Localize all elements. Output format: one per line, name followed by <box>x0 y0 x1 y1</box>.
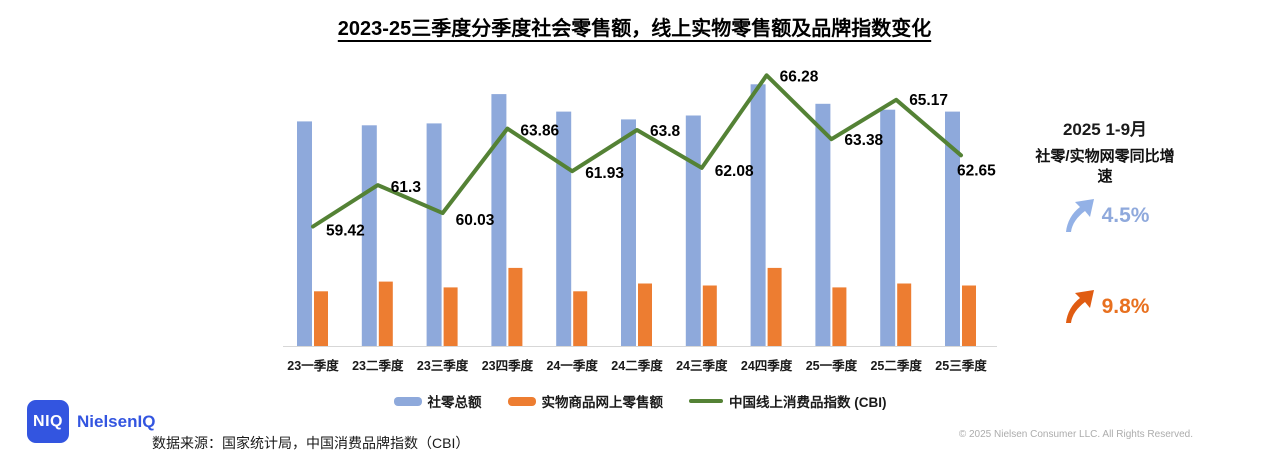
panel-period: 2025 1-9月 <box>1062 120 1148 139</box>
bar-series0-q9 <box>880 109 896 346</box>
legend-label: 中国线上消费品指数 (CBI) <box>729 395 887 410</box>
bar-series0-q6 <box>685 115 701 346</box>
up-arrow-icon <box>1061 288 1097 325</box>
bar-series0-q4 <box>556 111 572 346</box>
x-axis-label: 24四季度 <box>741 358 793 373</box>
niq-logo-badge: NIQ <box>27 400 69 443</box>
legend-bar-swatch <box>507 396 536 406</box>
bar-series1-q9 <box>897 283 912 346</box>
line-data-label: 62.65 <box>957 162 996 179</box>
legend-label: 实物商品网上零售额 <box>541 395 664 410</box>
line-data-label: 59.42 <box>326 223 365 240</box>
chart-legend: 社零总额 实物商品网上零售额 中国线上消费品指数 (CBI) <box>283 391 997 411</box>
copyright-note: © 2025 Nielsen Consumer LLC. All Rights … <box>958 429 1193 440</box>
bar-series1-q10 <box>962 285 976 346</box>
bar-series0-q5 <box>621 119 636 347</box>
legend-item-1: 实物商品网上零售额 <box>507 391 664 411</box>
retail-growth-metric: 4.5% <box>1015 197 1195 234</box>
x-axis-label: 24一季度 <box>546 358 598 373</box>
legend-bar-swatch <box>393 396 422 406</box>
up-arrow-icon <box>1061 197 1097 234</box>
legend-item-0: 社零总额 <box>393 391 482 411</box>
line-data-label: 60.03 <box>456 212 495 229</box>
x-axis-label: 25一季度 <box>806 358 858 373</box>
x-axis-label: 24二季度 <box>611 358 663 373</box>
bar-series1-q8 <box>832 287 847 346</box>
legend-line-swatch <box>689 399 723 403</box>
legend-label: 社零总额 <box>427 395 482 410</box>
nielseniq-wordmark: NielsenIQ <box>77 412 156 431</box>
bar-series0-q3 <box>491 94 507 346</box>
metric-value-retail: 4.5% <box>1101 203 1150 227</box>
bar-series1-q6 <box>702 285 717 346</box>
data-source-note: 数据来源：国家统计局，中国消费品牌指数（CBI） <box>152 435 470 451</box>
x-axis-label: 25三季度 <box>935 358 987 373</box>
bar-series1-q2 <box>443 287 458 346</box>
line-data-label: 66.28 <box>780 68 819 85</box>
bar-series1-q4 <box>573 291 588 346</box>
line-data-label: 63.8 <box>650 123 681 140</box>
cbi-line <box>311 73 963 229</box>
metric-value-online: 9.8% <box>1101 294 1150 318</box>
x-axis-label: 23二季度 <box>352 358 404 373</box>
panel-label: 社零/实物网零同比增速 <box>1035 148 1175 186</box>
bar-series0-q1 <box>361 125 377 346</box>
bar-series1-q0 <box>314 291 328 346</box>
bar-series1-q5 <box>638 283 652 346</box>
x-axis-label: 24三季度 <box>676 358 728 373</box>
bar-series0-q2 <box>426 123 442 347</box>
chart-title: 2023-25三季度分季度社会零售额，线上实物零售额及品牌指数变化 <box>337 18 932 40</box>
bar-series0-q7 <box>750 84 766 347</box>
bar-series1-q7 <box>767 267 782 346</box>
growth-panel: 2025 1-9月 社零/实物网零同比增速 4.5% 9.8% <box>1015 115 1195 355</box>
line-data-label: 63.38 <box>844 132 883 149</box>
bar-series0-q8 <box>815 103 831 346</box>
x-axis-label: 23四季度 <box>482 358 534 373</box>
line-data-label: 65.17 <box>909 92 948 109</box>
combo-chart: 59.42 61.3 60.03 63.86 61.93 63.8 62.08 66.28 63… <box>283 55 997 385</box>
x-axis-label: 23三季度 <box>417 358 469 373</box>
legend-item-2: 中国线上消费品指数 (CBI) <box>689 391 887 411</box>
online-growth-metric: 9.8% <box>1015 288 1195 325</box>
chart-canvas: 59.42 61.3 60.03 63.86 61.93 63.8 62.08 66.28 63… <box>283 68 997 373</box>
x-axis-label: 23一季度 <box>287 358 339 373</box>
bar-series0-q0 <box>297 121 312 347</box>
line-data-label: 62.08 <box>715 163 754 180</box>
bar-series0-q10 <box>945 111 960 346</box>
bar-series1-q1 <box>378 281 393 346</box>
line-data-label: 61.3 <box>391 179 422 196</box>
line-data-label: 63.86 <box>520 123 559 140</box>
x-axis-label: 25二季度 <box>870 358 922 373</box>
bar-series1-q3 <box>508 267 523 346</box>
line-data-label: 61.93 <box>585 165 624 182</box>
